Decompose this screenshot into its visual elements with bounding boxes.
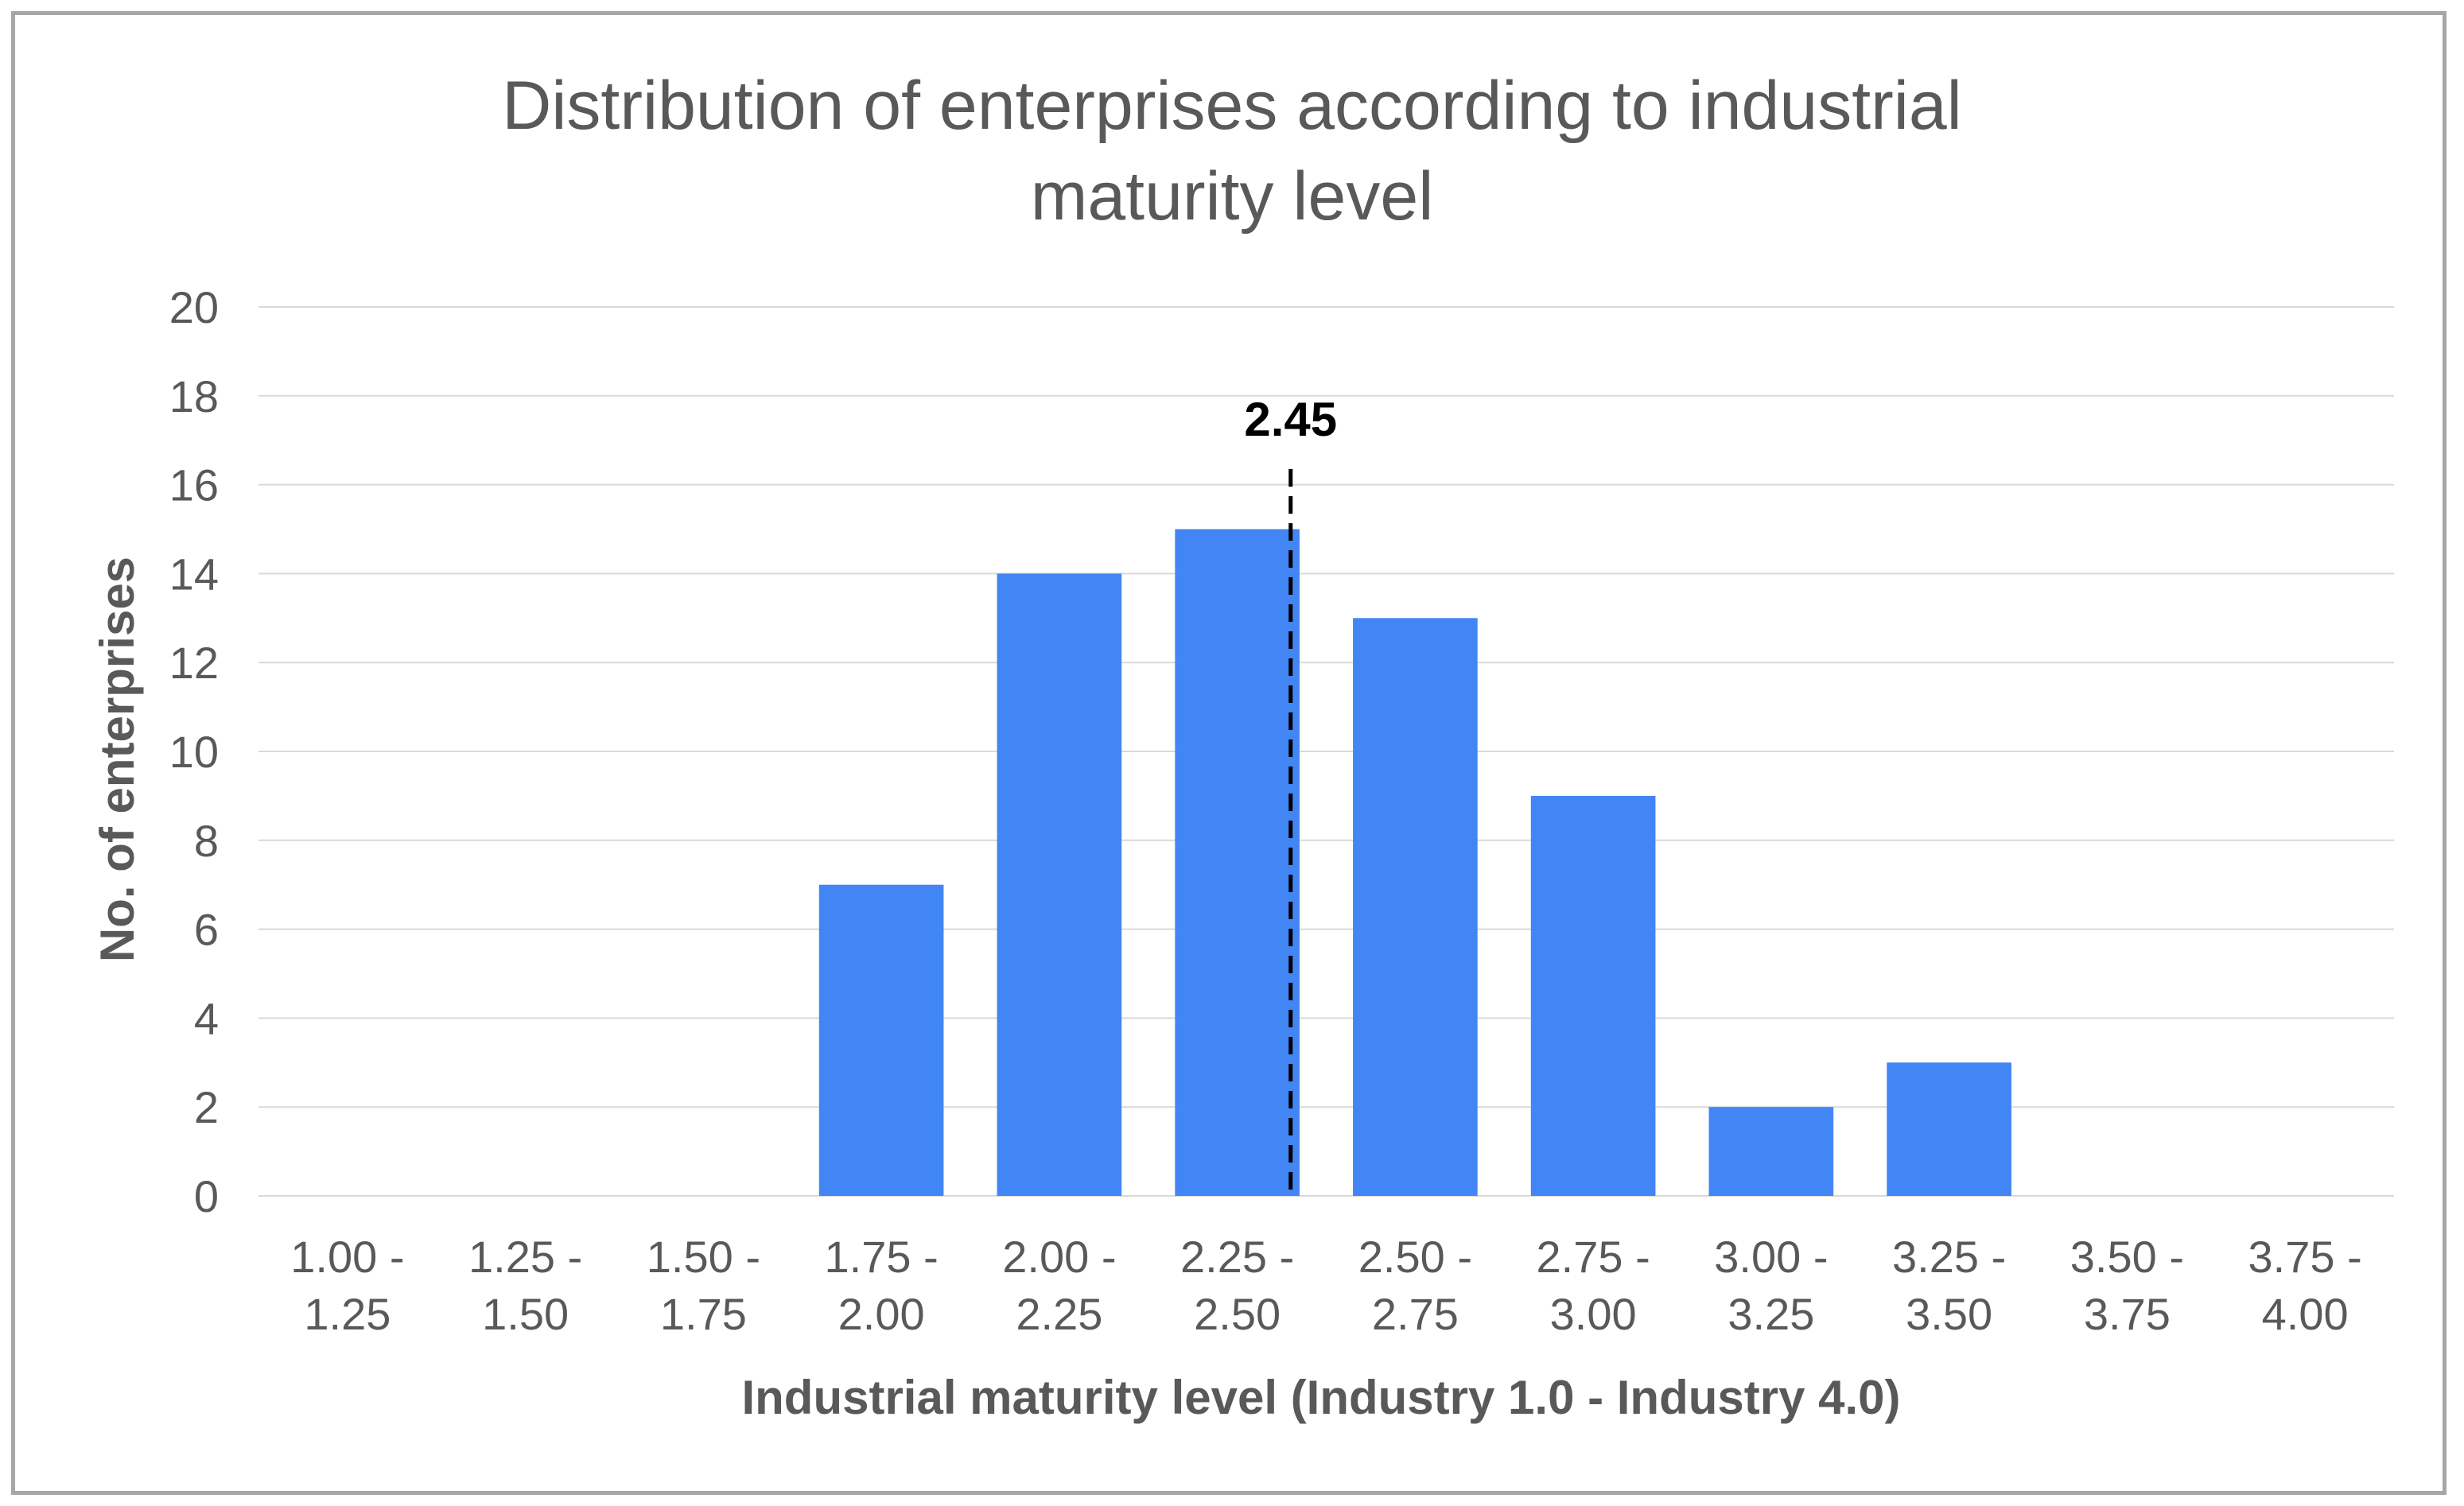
x-tick-label: 2.75 — [1372, 1289, 1459, 1339]
x-tick-label: 2.25 - — [1180, 1232, 1294, 1282]
x-tick-label: 3.00 - — [1714, 1232, 1828, 1282]
y-axis-ticks: 0 2 4 6 8 10 12 14 16 18 20 — [169, 282, 219, 1221]
y-tick-label: 14 — [169, 549, 219, 599]
bar-5 — [1175, 529, 1300, 1196]
y-tick-label: 18 — [169, 371, 219, 421]
bar-4 — [997, 573, 1122, 1196]
x-tick-label: 1.25 — [304, 1289, 391, 1339]
x-tick-label: 3.50 — [1906, 1289, 1992, 1339]
y-tick-label: 6 — [194, 905, 219, 955]
x-tick-label: 2.50 — [1194, 1289, 1281, 1339]
x-tick-label: 3.50 - — [2070, 1232, 2184, 1282]
chart-title-line-1: Distribution of enterprises according to… — [502, 68, 1962, 144]
bar-7 — [1530, 795, 1656, 1196]
y-tick-label: 2 — [194, 1082, 219, 1132]
chart-title-line-2: maturity level — [1031, 158, 1434, 235]
x-tick-label: 4.00 — [2262, 1289, 2349, 1339]
mean-marker: 2.45 — [1244, 393, 1337, 1196]
bar-9 — [1887, 1062, 2011, 1196]
x-axis-label: Industrial maturity level (Industry 1.0 … — [741, 1371, 1900, 1424]
y-tick-label: 4 — [194, 993, 219, 1043]
bars — [818, 529, 2011, 1196]
x-tick-label: 1.50 — [482, 1289, 569, 1339]
y-tick-label: 20 — [169, 282, 219, 332]
x-tick-label: 2.50 - — [1358, 1232, 1472, 1282]
x-tick-label: 3.75 - — [2248, 1232, 2362, 1282]
x-tick-label: 1.25 - — [468, 1232, 582, 1282]
y-axis-label: No. of enterprises — [91, 557, 144, 962]
x-axis-ticks: 1.00 - 1.25 1.25 - 1.50 1.50 - 1.75 1.75 - 2.00… — [290, 1232, 2361, 1339]
y-tick-label: 16 — [169, 460, 219, 510]
x-tick-label: 3.25 - — [1892, 1232, 2006, 1282]
y-tick-label: 8 — [194, 816, 219, 866]
x-tick-label: 1.50 - — [647, 1232, 760, 1282]
bar-6 — [1353, 618, 1478, 1196]
x-tick-label: 2.00 - — [1002, 1232, 1116, 1282]
mean-label: 2.45 — [1244, 393, 1337, 446]
y-tick-label: 10 — [169, 727, 219, 777]
y-tick-label: 12 — [169, 638, 219, 688]
x-tick-label: 3.00 — [1550, 1289, 1637, 1339]
x-tick-label: 2.25 — [1016, 1289, 1102, 1339]
x-tick-label: 3.25 — [1728, 1289, 1814, 1339]
x-tick-label: 3.75 — [2084, 1289, 2171, 1339]
x-tick-label: 1.75 — [660, 1289, 747, 1339]
x-tick-label: 1.75 - — [825, 1232, 939, 1282]
bar-3 — [818, 884, 944, 1196]
x-tick-label: 2.75 - — [1537, 1232, 1650, 1282]
y-tick-label: 0 — [194, 1171, 219, 1221]
x-tick-label: 1.00 - — [290, 1232, 404, 1282]
bar-8 — [1708, 1107, 1834, 1196]
x-tick-label: 2.00 — [838, 1289, 925, 1339]
gridlines — [258, 306, 2394, 1197]
